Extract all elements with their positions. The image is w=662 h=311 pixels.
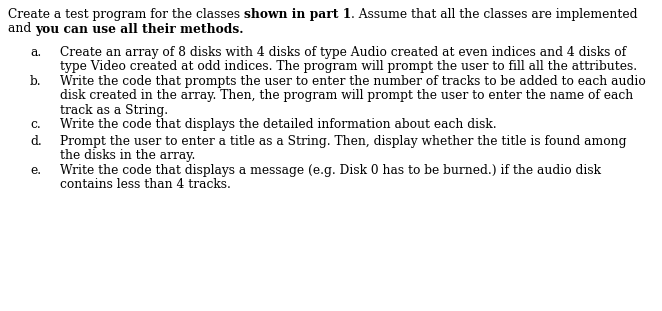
Text: e.: e.	[30, 164, 41, 177]
Text: you can use all their methods.: you can use all their methods.	[35, 22, 244, 35]
Text: a.: a.	[30, 46, 41, 59]
Text: disk created in the array. Then, the program will prompt the user to enter the n: disk created in the array. Then, the pro…	[60, 89, 634, 102]
Text: Write the code that displays a message (e.g. Disk 0 has to be burned.) if the au: Write the code that displays a message (…	[60, 164, 601, 177]
Text: Prompt the user to enter a title as a String. Then, display whether the title is: Prompt the user to enter a title as a St…	[60, 135, 626, 148]
Text: b.: b.	[30, 75, 42, 88]
Text: type Video created at odd indices. The program will prompt the user to fill all : type Video created at odd indices. The p…	[60, 60, 637, 73]
Text: the disks in the array.: the disks in the array.	[60, 149, 195, 162]
Text: Create a test program for the classes: Create a test program for the classes	[8, 8, 244, 21]
Text: track as a String.: track as a String.	[60, 104, 168, 117]
Text: Write the code that prompts the user to enter the number of tracks to be added t: Write the code that prompts the user to …	[60, 75, 645, 88]
Text: c.: c.	[30, 118, 41, 131]
Text: contains less than 4 tracks.: contains less than 4 tracks.	[60, 179, 231, 191]
Text: shown in part 1: shown in part 1	[244, 8, 352, 21]
Text: Write the code that displays the detailed information about each disk.: Write the code that displays the detaile…	[60, 118, 497, 131]
Text: . Assume that all the classes are implemented: . Assume that all the classes are implem…	[352, 8, 638, 21]
Text: d.: d.	[30, 135, 42, 148]
Text: and: and	[8, 22, 35, 35]
Text: Create an array of 8 disks with 4 disks of type Audio created at even indices an: Create an array of 8 disks with 4 disks …	[60, 46, 626, 59]
